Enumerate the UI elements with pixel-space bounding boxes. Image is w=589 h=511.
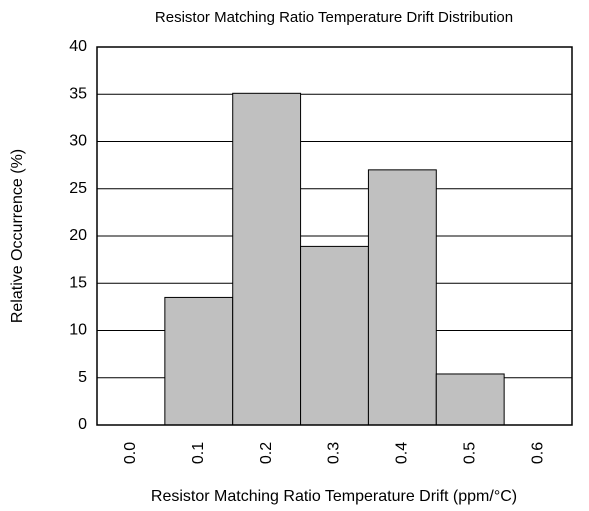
x-tick-label: 0.3 [326, 442, 343, 464]
y-tick-label: 35 [69, 85, 87, 102]
y-tick-label: 5 [78, 369, 87, 386]
bar [232, 92, 302, 426]
bar [164, 296, 234, 426]
y-tick-label: 25 [69, 180, 87, 197]
bar [367, 169, 437, 426]
x-tick-label: 0.2 [258, 442, 275, 464]
chart-title: Resistor Matching Ratio Temperature Drif… [155, 9, 513, 26]
y-tick-label: 40 [69, 38, 87, 55]
y-axis-label: Relative Occurrence (%) [9, 149, 26, 323]
bar [435, 373, 505, 426]
x-tick-label: 0.4 [394, 442, 411, 464]
x-tick-label: 0.6 [529, 442, 546, 464]
y-tick-label: 10 [69, 322, 87, 339]
y-tick-label: 0 [78, 416, 87, 433]
y-tick-label: 15 [69, 274, 87, 291]
plot-frame [96, 46, 573, 426]
bar [300, 245, 369, 426]
x-tick-label: 0.5 [461, 442, 478, 464]
x-axis-label: Resistor Matching Ratio Temperature Drif… [151, 488, 517, 505]
x-tick-label: 0.1 [190, 442, 207, 464]
y-tick-label: 30 [69, 133, 87, 150]
x-tick-label: 0.0 [122, 442, 139, 464]
y-tick-label: 20 [69, 227, 87, 244]
